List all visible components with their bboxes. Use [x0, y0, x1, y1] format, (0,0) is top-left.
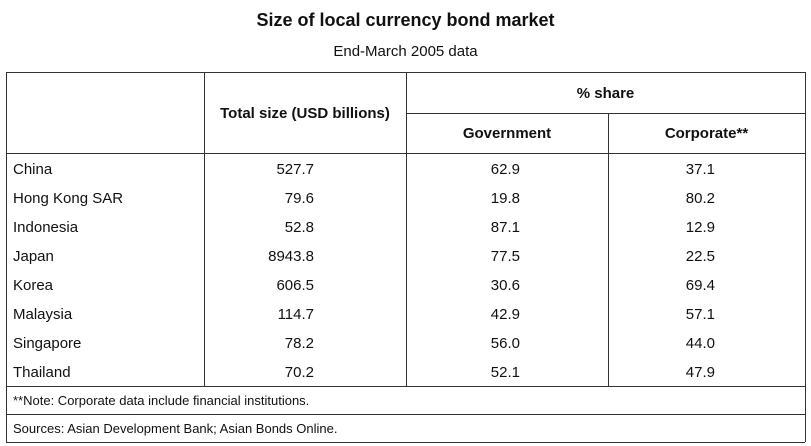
share-divider: [608, 113, 609, 386]
cell-total: 606.5: [276, 277, 314, 294]
body-bottom-rule: [6, 386, 805, 387]
cell-government: 77.5: [490, 248, 520, 265]
footnote: **Note: Corporate data include financial…: [13, 393, 310, 408]
table-row: China 527.7 62.9 37.1: [0, 155, 811, 184]
cell-government: 42.9: [490, 306, 520, 323]
cell-country: Indonesia: [13, 219, 79, 236]
top-rule: [6, 72, 805, 73]
cell-total: 52.8: [284, 219, 314, 236]
total-divider: [406, 72, 407, 386]
table-row: Thailand 70.2 52.1 47.9: [0, 358, 811, 387]
header-corporate: Corporate**: [664, 125, 749, 142]
left-border: [6, 72, 7, 442]
cell-country: Japan: [13, 248, 54, 265]
header-total-size: Total size (USD billions): [220, 105, 390, 122]
country-divider: [204, 72, 205, 386]
cell-country: China: [13, 161, 53, 178]
table-row: Singapore 78.2 56.0 44.0: [0, 329, 811, 358]
cell-total: 8943.8: [268, 248, 314, 265]
cell-country: Singapore: [13, 335, 82, 352]
cell-country: Thailand: [13, 364, 71, 381]
cell-government: 56.0: [490, 335, 520, 352]
cell-total: 114.7: [277, 306, 314, 323]
cell-total: 527.7: [276, 161, 314, 178]
table-row: Japan 8943.8 77.5 22.5: [0, 242, 811, 271]
cell-corporate: 47.9: [685, 364, 715, 381]
cell-total: 78.2: [284, 335, 314, 352]
table-row: Malaysia 114.7 42.9 57.1: [0, 300, 811, 329]
table-title: Size of local currency bond market: [256, 10, 555, 30]
cell-corporate: 44.0: [685, 335, 715, 352]
cell-corporate: 69.4: [685, 277, 715, 294]
cell-corporate: 22.5: [685, 248, 715, 265]
notes-mid-rule: [6, 414, 805, 415]
table-row: Korea 606.5 30.6 69.4: [0, 271, 811, 300]
cell-country: Hong Kong SAR: [13, 190, 124, 207]
table-row: Hong Kong SAR 79.6 19.8 80.2: [0, 184, 811, 213]
header-rule: [6, 153, 805, 154]
header-government: Government: [462, 125, 552, 142]
cell-government: 30.6: [490, 277, 520, 294]
cell-total: 79.6: [284, 190, 314, 207]
cell-corporate: 80.2: [685, 190, 715, 207]
share-rule: [406, 113, 805, 114]
cell-country: Korea: [13, 277, 54, 294]
cell-government: 87.1: [490, 219, 520, 236]
table-row: Indonesia 52.8 87.1 12.9: [0, 213, 811, 242]
cell-country: Malaysia: [13, 306, 73, 323]
cell-government: 52.1: [490, 364, 520, 381]
cell-government: 19.8: [490, 190, 520, 207]
right-border: [805, 72, 806, 442]
table-subtitle: End-March 2005 data: [333, 43, 478, 60]
bottom-rule: [6, 442, 805, 443]
header-share: % share: [576, 85, 635, 102]
cell-corporate: 12.9: [685, 219, 715, 236]
cell-government: 62.9: [490, 161, 520, 178]
sources-note: Sources: Asian Development Bank; Asian B…: [13, 421, 338, 436]
cell-corporate: 37.1: [685, 161, 715, 178]
cell-corporate: 57.1: [685, 306, 715, 323]
cell-total: 70.2: [284, 364, 314, 381]
